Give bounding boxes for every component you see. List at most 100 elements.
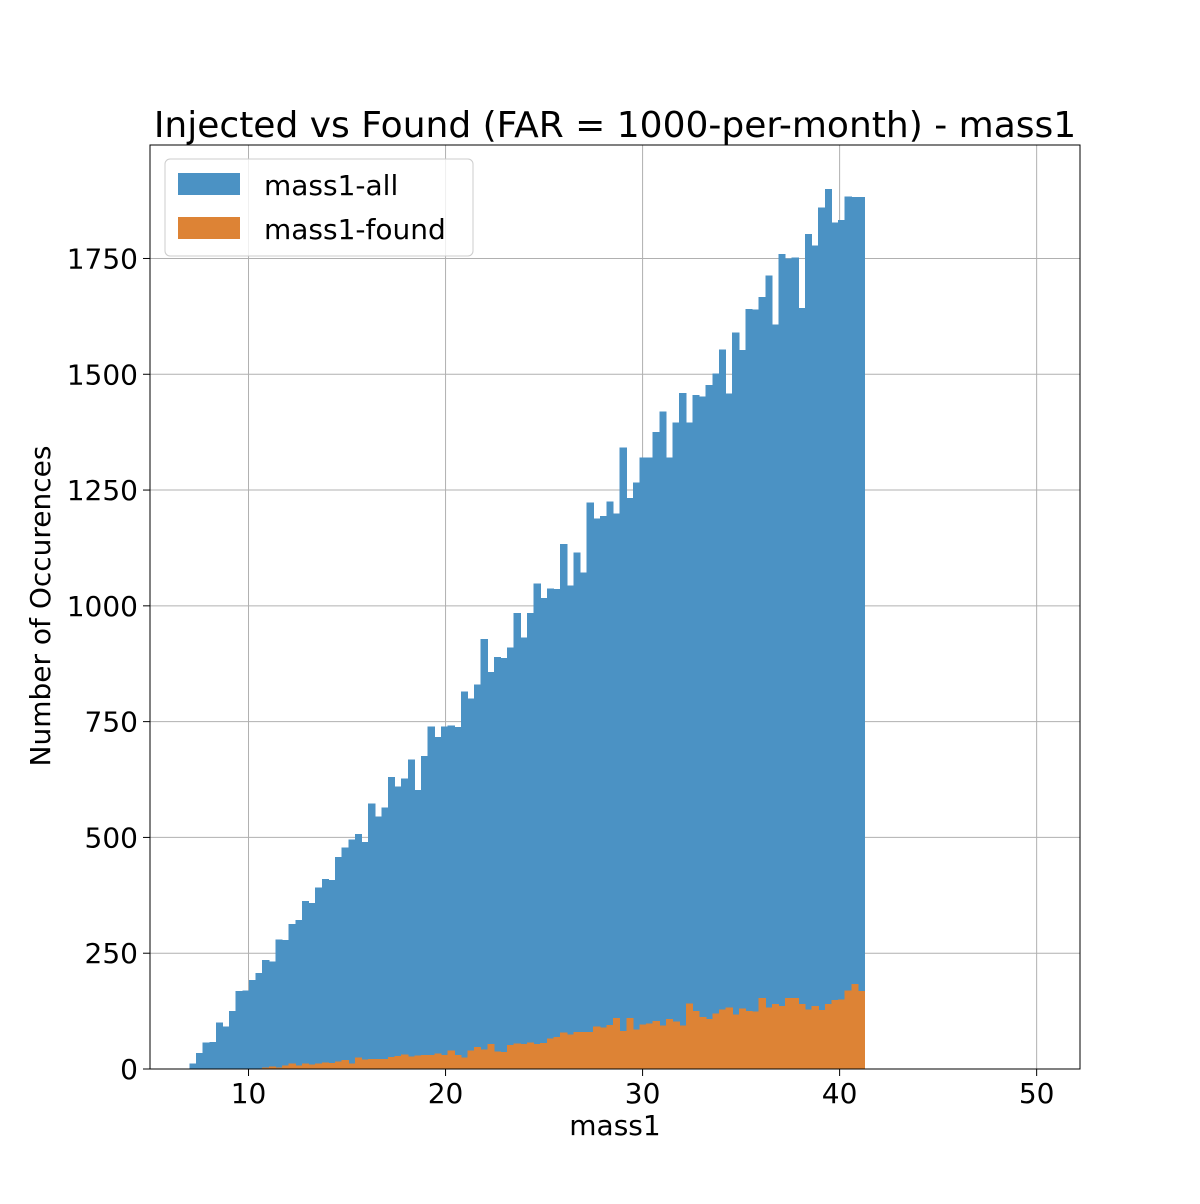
bar-mass1-all: [474, 684, 482, 1069]
bar-mass1-found: [752, 1011, 760, 1069]
bar-mass1-found: [851, 984, 859, 1069]
x-tick-label: 30: [625, 1077, 661, 1110]
bar-mass1-all: [361, 842, 369, 1069]
bar-mass1-found: [414, 1055, 422, 1069]
bar-mass1-found: [692, 1011, 700, 1069]
bar-mass1-all: [401, 778, 409, 1069]
bar-mass1-all: [447, 725, 455, 1069]
bar-mass1-all: [520, 637, 528, 1069]
y-tick-label: 1000: [67, 590, 138, 623]
bar-mass1-all: [222, 1026, 230, 1069]
bar-mass1-all: [301, 900, 310, 1069]
bar-mass1-found: [421, 1055, 429, 1069]
bar-mass1-found: [368, 1058, 376, 1069]
bar-mass1-all: [427, 726, 435, 1069]
bar-mass1-all: [712, 373, 720, 1069]
bar-mass1-all: [189, 1063, 197, 1069]
bar-mass1-all: [434, 736, 442, 1069]
bar-mass1-found: [315, 1063, 323, 1069]
bar-mass1-found: [857, 991, 866, 1069]
bar-mass1-found: [467, 1050, 475, 1069]
bar-mass1-found: [308, 1064, 316, 1069]
bar-mass1-all: [632, 482, 641, 1070]
y-tick-label: 0: [120, 1053, 138, 1086]
bar-mass1-found: [381, 1058, 389, 1069]
bar-mass1-found: [599, 1027, 608, 1069]
bar-mass1-found: [301, 1063, 310, 1069]
bar-mass1-found: [811, 1006, 819, 1069]
bar-mass1-all: [778, 253, 786, 1069]
bar-mass1-all: [262, 960, 270, 1069]
bar-mass1-all: [215, 1022, 224, 1069]
bar-mass1-found: [335, 1061, 343, 1069]
bar-mass1-found: [798, 1004, 806, 1069]
bar-mass1-all: [308, 903, 316, 1069]
bar-mass1-all: [593, 518, 601, 1069]
bar-mass1-all: [646, 457, 654, 1069]
bar-mass1-found: [401, 1054, 409, 1069]
bar-mass1-found: [632, 1029, 641, 1069]
bar-mass1-found: [341, 1060, 349, 1069]
series-mass1-all: [189, 189, 866, 1070]
bar-mass1-all: [394, 786, 402, 1069]
bar-mass1-all: [599, 515, 608, 1069]
bar-mass1-found: [745, 1011, 753, 1069]
bar-mass1-all: [288, 924, 296, 1069]
bar-mass1-found: [758, 998, 766, 1069]
bar-mass1-all: [659, 411, 667, 1069]
bar-mass1-found: [685, 1003, 694, 1069]
bar-mass1-found: [447, 1050, 455, 1069]
bar-mass1-all: [381, 807, 389, 1069]
bar-mass1-all: [282, 940, 290, 1069]
bar-mass1-all: [553, 589, 561, 1069]
bar-mass1-all: [718, 349, 727, 1069]
bar-mass1-all: [295, 919, 303, 1069]
bar-mass1-found: [626, 1018, 634, 1069]
series-mass1-found: [262, 984, 866, 1069]
bar-mass1-found: [639, 1024, 647, 1069]
bar-mass1-all: [229, 1011, 237, 1069]
bar-mass1-all: [785, 258, 793, 1069]
bar-mass1-found: [533, 1043, 541, 1069]
bar-mass1-found: [844, 990, 852, 1069]
bar-mass1-found: [387, 1056, 396, 1069]
bar-mass1-found: [738, 1008, 747, 1069]
bar-mass1-found: [778, 1006, 786, 1069]
bar-mass1-all: [771, 324, 780, 1069]
bar-mass1-all: [335, 856, 343, 1069]
bar-mass1-all: [328, 880, 336, 1069]
bar-mass1-all: [315, 887, 323, 1069]
bar-mass1-all: [804, 233, 813, 1069]
bar-mass1-all: [831, 222, 839, 1070]
bar-mass1-found: [493, 1051, 502, 1069]
bar-mass1-all: [526, 612, 535, 1069]
legend-label-mass1-all: mass1-all: [264, 169, 398, 202]
bar-mass1-all: [487, 672, 495, 1069]
y-tick-label: 1250: [67, 474, 138, 507]
bar-mass1-found: [593, 1026, 601, 1069]
bar-mass1-found: [659, 1025, 667, 1069]
bar-mass1-all: [560, 544, 568, 1069]
legend-swatch-mass1-found: [178, 217, 240, 239]
bar-mass1-all: [440, 726, 449, 1069]
bar-mass1-all: [421, 755, 429, 1069]
bar-mass1-found: [487, 1043, 495, 1069]
bar-mass1-all: [467, 698, 475, 1069]
bar-mass1-found: [407, 1056, 416, 1069]
legend: mass1-all mass1-found: [164, 158, 474, 257]
bar-mass1-all: [566, 585, 574, 1069]
bar-mass1-all: [844, 196, 852, 1069]
chart-title: Injected vs Found (FAR = 1000-per-month)…: [154, 105, 1076, 146]
bar-mass1-found: [546, 1038, 555, 1069]
bar-mass1-found: [526, 1042, 535, 1069]
legend-swatch-mass1-all: [178, 173, 240, 195]
bar-mass1-all: [738, 350, 747, 1069]
x-tick-label: 50: [1019, 1077, 1055, 1110]
bar-mass1-all: [546, 588, 555, 1069]
bar-mass1-all: [268, 961, 277, 1069]
x-tick-label: 20: [428, 1077, 464, 1110]
bar-mass1-all: [275, 939, 283, 1069]
